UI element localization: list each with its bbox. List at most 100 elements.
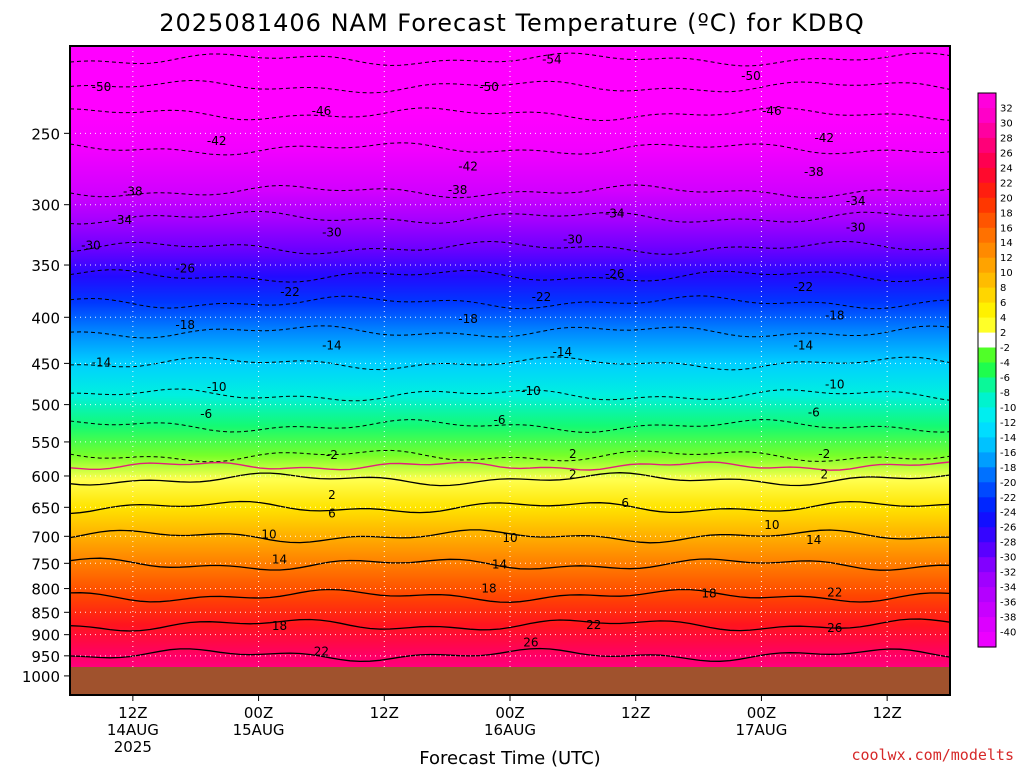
colorbar-swatch (978, 93, 996, 109)
colorbar-swatch (978, 452, 996, 468)
colorbar-label: 6 (1000, 298, 1006, 309)
contour-line (70, 356, 950, 371)
colorbar-swatch (978, 482, 996, 498)
colorbar-label: 18 (1000, 208, 1013, 219)
colorbar-swatch (978, 182, 996, 199)
contour-labels: -54-50 -50-50-46 -46-42 -42-42-38 -38-38-34-… (81, 52, 865, 658)
colorbar-swatch (978, 557, 996, 573)
contour-value-label: 10 (764, 518, 779, 532)
colorbar-swatch (978, 137, 996, 154)
time-tick-label: 15AUG (233, 721, 285, 739)
colorbar-label: -26 (1000, 523, 1016, 534)
colorbar-label: 8 (1000, 283, 1006, 294)
contour-value-label: -22 (280, 285, 300, 299)
contour-value-label: 18 (701, 586, 716, 600)
colorbar-label: -4 (1000, 358, 1010, 369)
colorbar-label: 24 (1000, 163, 1013, 174)
colorbar-label: -30 (1000, 553, 1016, 564)
colorbar-label: -2 (1000, 343, 1010, 354)
contour-value-label: -26 (175, 261, 195, 275)
contour-line (70, 210, 950, 225)
time-tick-label: 12Z (118, 704, 147, 722)
colorbar-label: 26 (1000, 148, 1013, 159)
contour-line (70, 107, 950, 122)
contour-value-label: -22 (532, 290, 552, 304)
colorbar-label: -8 (1000, 388, 1010, 399)
pressure-tick-label: 550 (31, 434, 60, 452)
time-tick-label: 12Z (872, 704, 901, 722)
pressure-tick-label: 250 (31, 125, 60, 143)
colorbar-label: -34 (1000, 583, 1016, 594)
site-credit: coolwx.com/modelts (851, 746, 1014, 764)
colorbar-label: 4 (1000, 313, 1006, 324)
colorbar-label: -32 (1000, 568, 1016, 579)
colorbar-swatch (978, 152, 996, 169)
colorbar-swatch (978, 108, 996, 124)
colorbar-swatch (978, 362, 996, 379)
colorbar-swatches (977, 92, 997, 648)
contour-value-label: -14 (553, 345, 573, 359)
contour-value-label: 22 (586, 618, 601, 632)
colorbar: 32 30 28 26 24 22 20 18 16 14 12 10 8 6 4 2 -2 -4 -6 -8 -10 -… (977, 92, 1016, 648)
time-tick-label: 00Z (495, 704, 524, 722)
pressure-tick-label: 700 (31, 528, 60, 546)
contour-value-label: -50 (741, 69, 761, 83)
time-tick-label: 00Z (747, 704, 776, 722)
colorbar-label: -28 (1000, 538, 1016, 549)
colorbar-label: 28 (1000, 133, 1013, 144)
pressure-tick-label: 350 (31, 257, 60, 275)
contour-line (70, 240, 950, 255)
time-tick-label: 17AUG (735, 721, 787, 739)
contour-value-label: -2 (326, 448, 338, 462)
time-tick-label: 12Z (621, 704, 650, 722)
contour-value-label: 18 (481, 582, 496, 596)
colorbar-swatch (978, 587, 996, 603)
time-tick-label: 00Z (244, 704, 273, 722)
contour-value-label: -30 (563, 233, 583, 247)
colorbar-labels: 32 30 28 26 24 22 20 18 16 14 12 10 8 6 4 2 -2 -4 -6 -8 -10 -… (1000, 103, 1016, 638)
contour-value-label: 18 (272, 619, 287, 633)
colorbar-label: -6 (1000, 373, 1010, 384)
contour-value-label: 14 (806, 533, 821, 547)
contour-value-label: -34 (605, 207, 625, 221)
time-tick-label: 16AUG (484, 721, 536, 739)
time-tick-label: 12Z (370, 704, 399, 722)
colorbar-swatch (978, 437, 996, 453)
time-tick-label: 14AUG (107, 721, 159, 739)
contour-value-label: 6 (328, 506, 336, 520)
contour-value-label: 26 (827, 621, 842, 635)
pressure-tick-label: 950 (31, 648, 60, 666)
contour-line (70, 79, 950, 94)
contour-value-label: 2 (569, 447, 577, 461)
contour-value-label: -14 (92, 356, 112, 370)
contour-value-label: 10 (502, 531, 517, 545)
contour-value-label: -42 (207, 134, 227, 148)
colorbar-swatch (978, 497, 996, 513)
contour-value-label: 14 (492, 557, 507, 571)
colorbar-swatch (978, 572, 996, 588)
contour-value-label: -38 (804, 165, 824, 179)
colorbar-label: -38 (1000, 613, 1016, 624)
pressure-tick-label: 800 (31, 581, 60, 599)
contour-value-label: -14 (322, 339, 342, 353)
pressure-tick-label: 300 (31, 197, 60, 215)
colorbar-label: -12 (1000, 418, 1016, 429)
colorbar-label: -22 (1000, 493, 1016, 504)
contour-value-label: 2 (328, 488, 336, 502)
contour-value-label: -22 (794, 280, 814, 294)
contour-value-label: 2 (820, 468, 828, 482)
colorbar-label: 2 (1000, 328, 1006, 339)
contour-line (70, 184, 950, 199)
colorbar-swatch (978, 467, 996, 483)
colorbar-label: -10 (1000, 403, 1016, 414)
colorbar-swatch (978, 422, 996, 438)
pressure-tick-label: 400 (31, 309, 60, 327)
contour-line (70, 295, 950, 310)
colorbar-label: 10 (1000, 268, 1013, 279)
pressure-tick-label: 750 (31, 555, 60, 573)
time-tick-label: 2025 (114, 738, 152, 756)
contour-value-label: -38 (123, 184, 143, 198)
colorbar-label: -18 (1000, 463, 1016, 474)
